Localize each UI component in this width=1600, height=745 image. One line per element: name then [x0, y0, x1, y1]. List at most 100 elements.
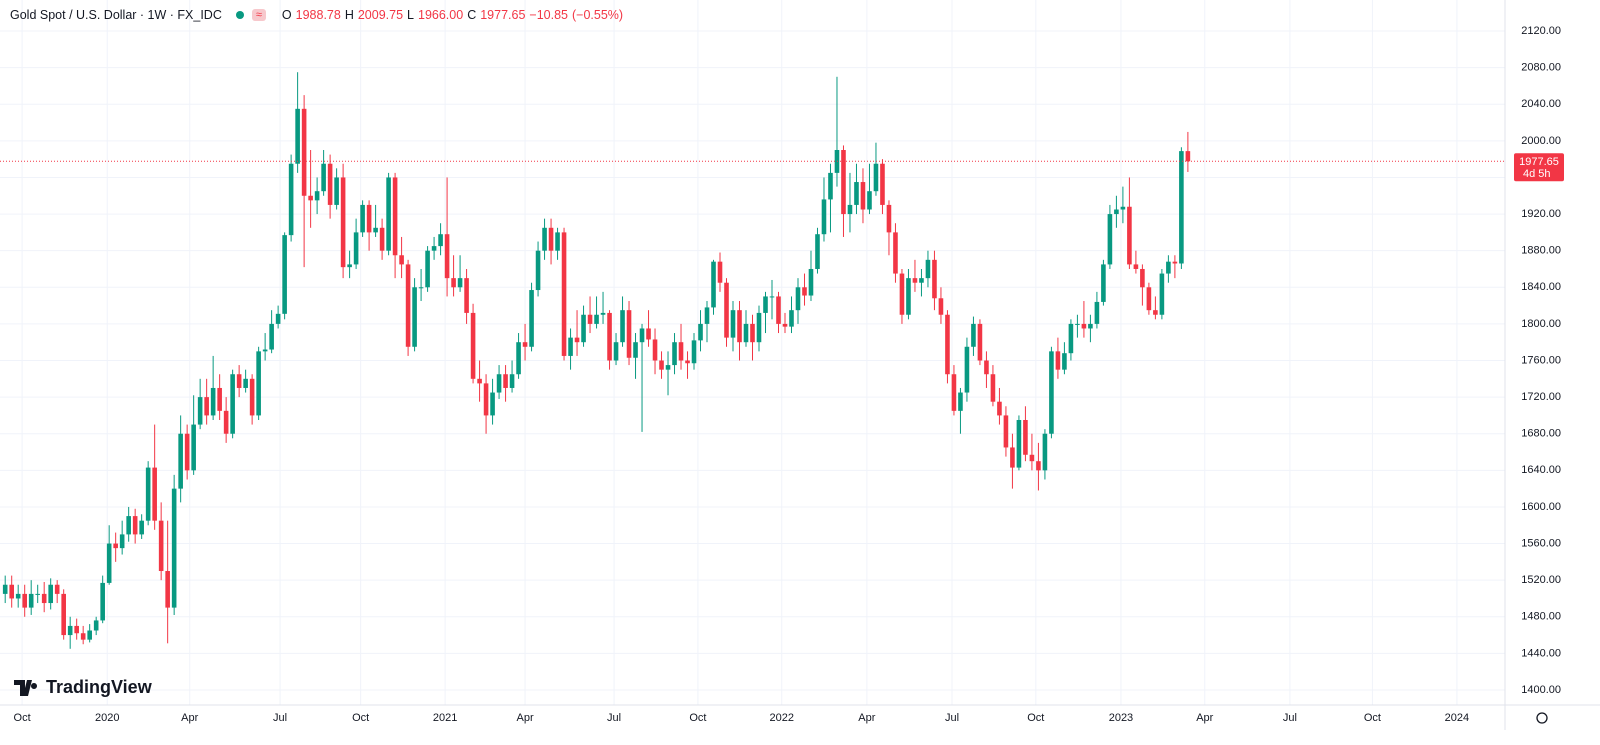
- candle-body: [529, 290, 534, 347]
- candle-body: [828, 172, 833, 200]
- candle-body: [171, 488, 177, 608]
- y-tick-label: 1840.00: [1521, 281, 1561, 293]
- candle-body: [1107, 214, 1113, 265]
- y-tick-label: 1800.00: [1521, 318, 1561, 330]
- low-key: L: [407, 8, 414, 22]
- candle-body: [1088, 323, 1093, 329]
- candle-body: [314, 191, 320, 201]
- candle-body: [633, 342, 638, 358]
- candle-body: [568, 337, 573, 356]
- candle-body: [360, 204, 365, 233]
- y-tick-label: 2120.00: [1521, 25, 1561, 37]
- close-value: 1977.65: [480, 8, 526, 22]
- candle-body: [301, 108, 307, 196]
- candle-body: [2, 584, 8, 594]
- candle-body: [477, 378, 482, 384]
- candle-body: [763, 296, 768, 313]
- candle-body: [698, 323, 703, 341]
- candle-body: [613, 342, 619, 361]
- candle-body: [958, 392, 963, 411]
- candle-body: [483, 383, 489, 416]
- y-tick-label: 1640.00: [1521, 464, 1561, 476]
- open-value: 1988.78: [295, 8, 341, 22]
- badge: ≈: [251, 9, 266, 21]
- candle-body: [555, 232, 560, 251]
- candle-body: [366, 204, 372, 233]
- price-tag-label: 1977.65: [1519, 156, 1559, 168]
- candle-body: [113, 543, 118, 549]
- candle-body: [919, 278, 924, 283]
- candle-body: [119, 534, 125, 549]
- candle-body: [1101, 264, 1106, 302]
- candle-body: [782, 323, 788, 327]
- candle-body: [295, 108, 300, 164]
- candle-body: [256, 351, 261, 416]
- candle-body: [997, 401, 1002, 416]
- candle-body: [984, 360, 989, 375]
- candle-body: [854, 182, 859, 205]
- candle-body: [152, 467, 157, 521]
- candle-body: [756, 312, 762, 343]
- candle-body: [620, 310, 625, 343]
- y-tick-label: 2080.00: [1521, 62, 1561, 74]
- candle-body: [717, 261, 723, 283]
- candle-body: [737, 310, 742, 343]
- candle-body: [932, 259, 937, 299]
- candle-body: [321, 163, 326, 192]
- candle-body: [327, 163, 333, 205]
- candle-body: [1010, 447, 1015, 468]
- close-key: C: [467, 8, 477, 22]
- y-tick-label: 1600.00: [1521, 501, 1561, 513]
- y-tick-label: 1880.00: [1521, 245, 1561, 257]
- candle-body: [951, 374, 957, 411]
- candle-body: [490, 392, 495, 416]
- candle-body: [438, 234, 443, 247]
- candle-body: [743, 323, 749, 343]
- candle-body: [275, 313, 281, 324]
- candle-body: [841, 150, 846, 215]
- change: −10.85: [529, 8, 568, 22]
- candle-body: [847, 204, 853, 215]
- symbol-title: Gold Spot / U.S. Dollar · 1W · FX_IDC: [10, 8, 222, 22]
- x-tick-label: 2024: [1445, 712, 1469, 724]
- candle-body: [457, 278, 463, 288]
- candle-body: [444, 234, 450, 279]
- candle-body: [106, 543, 112, 583]
- candle-body: [1166, 261, 1171, 274]
- candle-body: [1042, 433, 1048, 471]
- candle-body: [561, 232, 567, 356]
- candle-body: [15, 593, 21, 599]
- candle-body: [230, 374, 235, 434]
- candle-body: [789, 310, 794, 327]
- candle-body: [1016, 419, 1022, 468]
- candle-body: [100, 582, 105, 621]
- candle-body: [139, 520, 144, 535]
- candle-body: [197, 397, 203, 425]
- candle-body: [262, 349, 268, 352]
- candle-body: [542, 227, 547, 251]
- candle-body: [724, 282, 729, 338]
- x-tick-label: Jul: [607, 712, 621, 724]
- x-tick-label: Apr: [516, 712, 533, 724]
- candle-body: [691, 340, 697, 364]
- candle-body: [964, 346, 970, 393]
- brand-logo: [14, 679, 38, 696]
- candle-body: [412, 287, 417, 347]
- candle-body: [711, 261, 716, 308]
- candle-body: [165, 571, 170, 608]
- candle-body: [1068, 323, 1074, 354]
- candle-body: [834, 150, 840, 173]
- candle-body: [1023, 419, 1028, 455]
- candle-body: [1003, 415, 1009, 448]
- change-pct: (−0.55%): [572, 8, 624, 22]
- candle-body: [1062, 353, 1067, 370]
- candle-body: [769, 296, 775, 298]
- candle-body: [1114, 209, 1119, 215]
- candle-body: [405, 264, 411, 347]
- candle-body: [938, 298, 944, 315]
- candle-body: [41, 593, 47, 604]
- candle-body: [132, 516, 138, 535]
- candle-body: [373, 227, 378, 233]
